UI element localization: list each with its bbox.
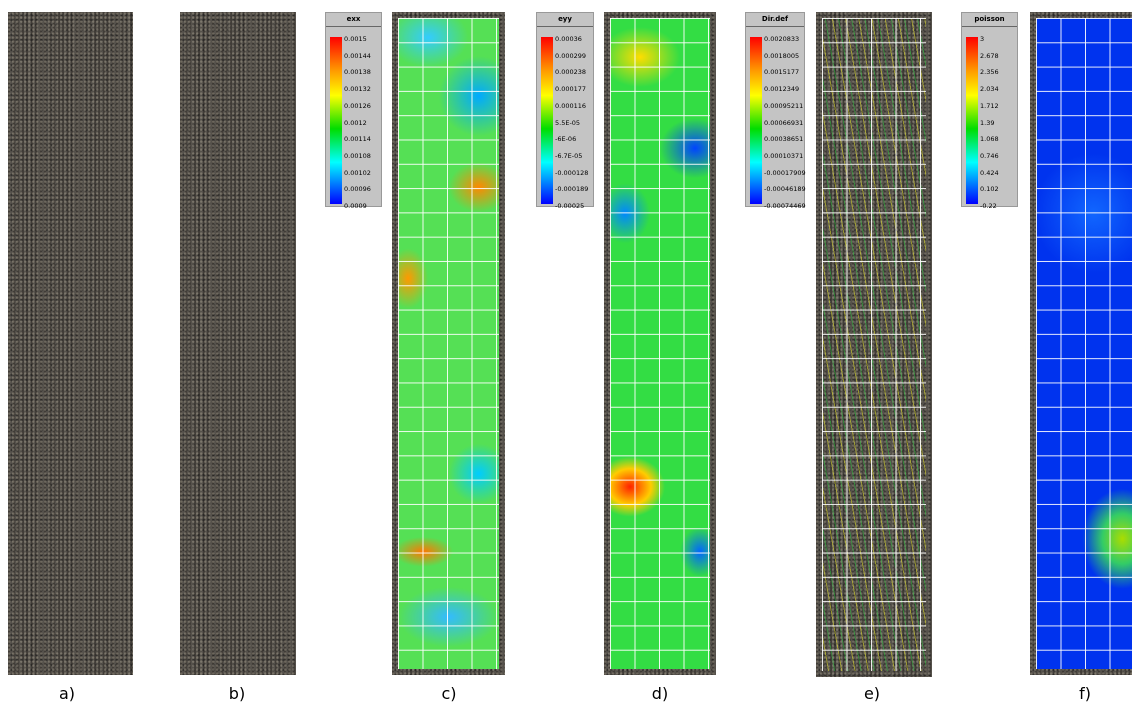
legend-label: 0.000177 [555,85,587,94]
legend-label: 0.00108 [344,151,371,160]
legend: poisson 3 2.678 2.356 2.034 1.712 1.39 1.068 0.7… [961,12,1018,210]
legend-label: -0.00074469 [764,202,806,210]
legend-label: 0.000299 [555,51,587,60]
legend-label: 0.746 [980,151,999,160]
legend-label: 0.00038651 [764,135,804,144]
legend-title: Dir.def [746,15,804,27]
legend-label: -0.000128 [555,168,589,177]
legend-label: 0.0015 [344,35,367,43]
legend-label: 0.00102 [344,168,371,177]
legend-label: 0.424 [980,168,999,177]
legend-label: 0.00010371 [764,151,804,160]
map-f [1030,12,1132,675]
legend-label: 0.0009 [344,202,367,210]
legend-label: 0.0015177 [764,68,800,77]
color-bar [330,37,342,204]
legend-label: 0.00095211 [764,101,804,110]
vectors-e [816,12,932,677]
panel-label: f) [1079,684,1091,703]
map-d [604,12,716,675]
legend-label: -0.000189 [555,185,589,194]
legend-label: -6E-06 [555,135,577,144]
legend: Dir.def 0.0020833 0.0018005 0.0015177 0.0012… [745,12,806,210]
legend-label: 0.00066931 [764,118,804,127]
map-c [392,12,505,675]
legend-title: poisson [962,15,1017,27]
panel-label: b) [228,684,246,703]
legend-label: 5.5E-05 [555,118,581,127]
legend-label: 0.00132 [344,85,371,94]
legend-label: 2.034 [980,85,999,94]
legend: exx 0.0015 0.00144 0.00138 0.00132 0.00126 0.0… [325,12,382,210]
color-bar [750,37,762,204]
legend-label: 0.102 [980,185,999,194]
legend-label: -6.7E-05 [555,151,583,160]
legend-label: 0.00114 [344,135,371,144]
photo-b [180,12,296,675]
legend-label: 0.000116 [555,101,587,110]
legend: eyy 0.00036 0.000299 0.000238 0.000177 0.0001… [536,12,594,210]
legend-label: 0.00138 [344,68,371,77]
legend-label: 0.0020833 [764,35,800,43]
legend-label: 0.00144 [344,51,371,60]
legend-title: eyy [537,15,593,27]
legend-label: 0.0012349 [764,85,800,94]
legend-label: -0.00046189 [764,185,806,194]
panel-label: a) [58,684,76,703]
legend-label: 0.000238 [555,68,587,77]
panel-label: c) [441,684,457,703]
panel-label: d) [651,684,669,703]
legend-label: 0.0012 [344,118,367,127]
legend-label: 1.39 [980,118,995,127]
legend-label: 0.00096 [344,185,371,194]
legend-label: 3 [980,35,985,43]
legend-label: 1.712 [980,101,999,110]
legend-label: 0.00036 [555,35,582,43]
legend-label: -0.00025 [555,202,585,210]
color-bar [966,37,978,204]
legend-label: -0.22 [980,202,997,210]
legend-label: -0.00017909 [764,168,806,177]
legend-label: 2.678 [980,51,999,60]
panel-label: e) [863,684,881,703]
legend-label: 0.0018005 [764,51,800,60]
color-bar [541,37,553,204]
legend-label: 1.068 [980,135,999,144]
legend-label: 0.00126 [344,101,371,110]
legend-label: 2.356 [980,68,999,77]
photo-a [8,12,133,675]
legend-title: exx [326,15,381,27]
